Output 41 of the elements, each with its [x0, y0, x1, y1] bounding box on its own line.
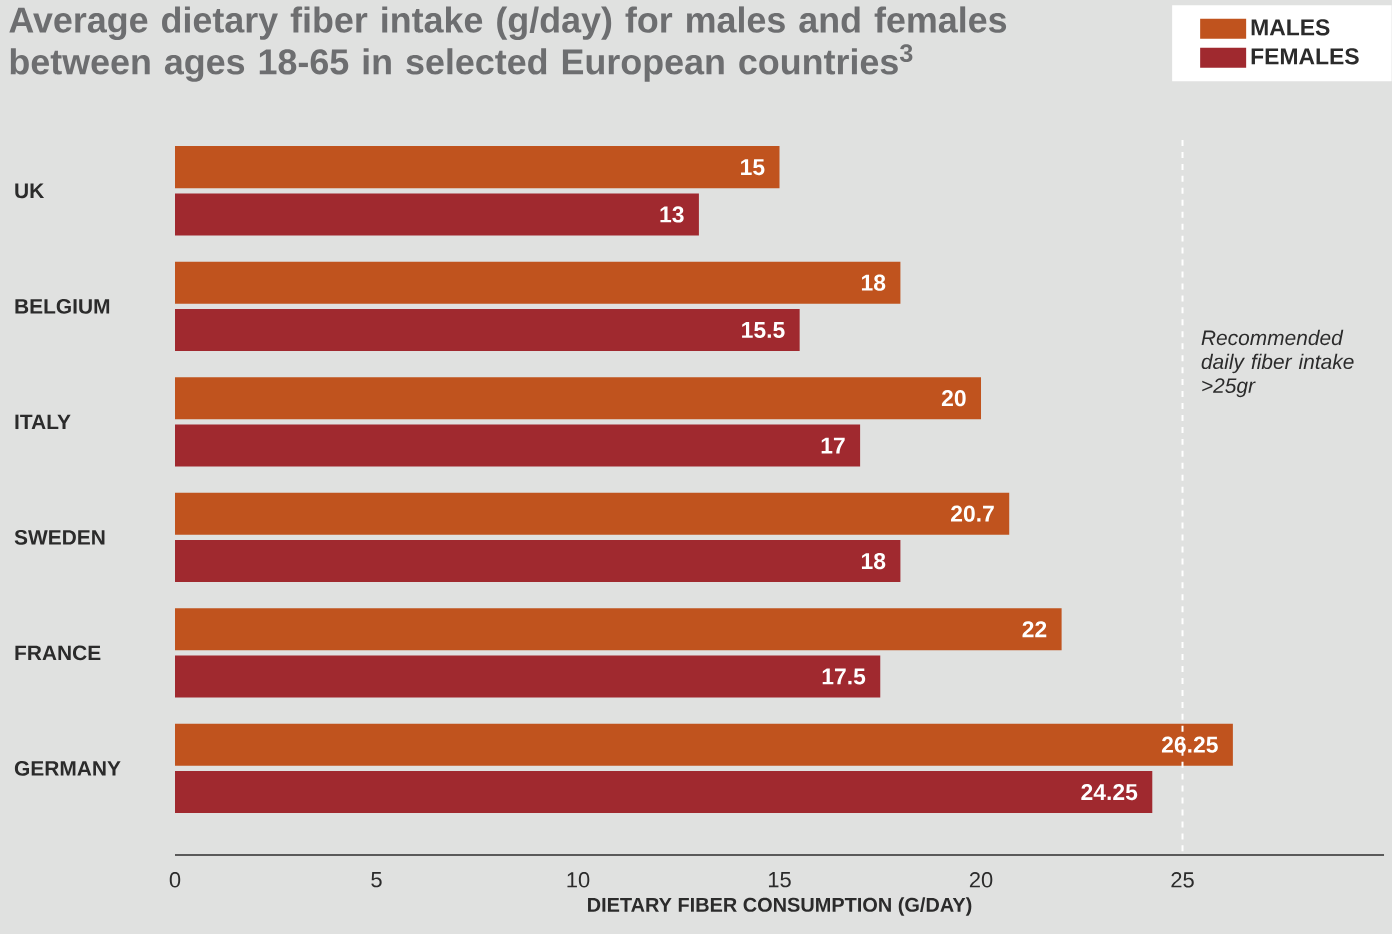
y-tick-label: FRANCE — [15, 645, 101, 661]
data-label: 20 — [941, 390, 966, 407]
x-tick-label: 5 — [371, 872, 382, 888]
data-label: 15.5 — [742, 322, 785, 338]
bar — [175, 771, 1153, 814]
legend-label: MALES — [1251, 19, 1330, 36]
data-label: 24.25 — [1081, 783, 1138, 801]
y-tick-label: ITALY — [15, 414, 71, 430]
ref-line-label: Recommended daily fiber intake >25gr — [1201, 329, 1354, 398]
chart-title: Average dietary fiber intake (g/day) for males and females between ages 18-65 in selected European countries$^{3}$ — [9, 6, 1007, 82]
x-tick-label: 10 — [567, 872, 590, 888]
bar — [175, 723, 1233, 766]
data-label: 17 — [821, 437, 845, 454]
bar — [175, 424, 861, 467]
data-label: 18 — [861, 274, 886, 291]
x-tick-label: 25 — [1171, 872, 1194, 888]
bar — [175, 608, 1062, 651]
bar — [175, 308, 800, 352]
y-tick-label: UK — [15, 183, 45, 199]
x-tick-label: 20 — [969, 872, 993, 888]
bar — [175, 377, 982, 420]
data-label: 17.5 — [822, 668, 866, 685]
x-tick-label: 0 — [169, 872, 181, 888]
bar — [175, 193, 699, 236]
bar — [175, 492, 1010, 535]
data-label: 22 — [1022, 621, 1047, 638]
data-label: 20.7 — [951, 505, 994, 522]
x-axis-title: DIETARY FIBER CONSUMPTION (G/DAY) — [588, 897, 972, 916]
data-label: 15 — [741, 159, 765, 176]
data-label: 18 — [861, 552, 886, 570]
x-tick-label: 15 — [768, 872, 791, 888]
y-tick-label: SWEDEN — [14, 529, 105, 545]
data-label: 26.25 — [1161, 736, 1218, 753]
y-tick-label: BELGIUM — [15, 298, 110, 314]
bar — [175, 146, 780, 189]
data-label: 13 — [660, 206, 684, 223]
y-tick-label: GERMANY — [14, 760, 121, 776]
legend-label: FEMALES — [1251, 48, 1359, 65]
bar — [175, 261, 901, 304]
bar — [175, 540, 901, 583]
bar — [175, 655, 881, 698]
